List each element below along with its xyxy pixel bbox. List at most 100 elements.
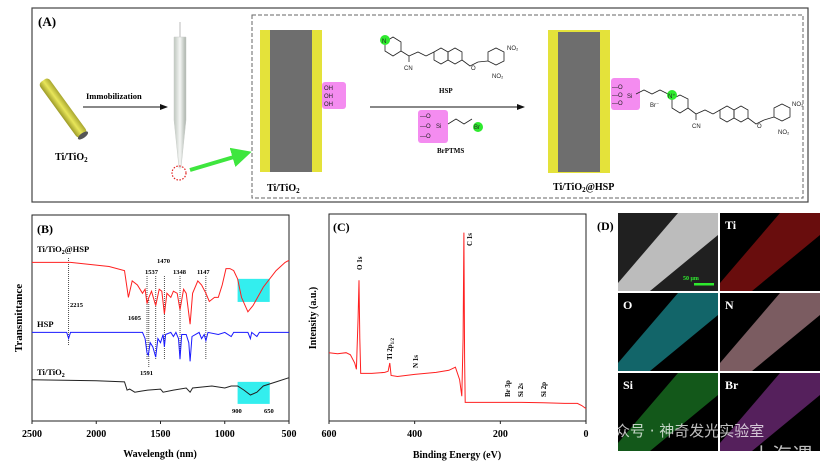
product-silane-box bbox=[611, 78, 640, 110]
product-label: Ti/TiO2@HSP bbox=[553, 182, 614, 194]
svg-text:Br⁻: Br⁻ bbox=[650, 103, 659, 109]
series-line-1 bbox=[32, 331, 289, 362]
x-tick-label: 2500 bbox=[22, 429, 42, 440]
series-label-ti-tio2: Ti/TiO2 bbox=[37, 367, 65, 379]
pyridinium-highlight bbox=[667, 90, 677, 100]
eds-map-Si: Si bbox=[618, 373, 718, 451]
hsp-label: HSP bbox=[439, 87, 453, 95]
svg-text:OH: OH bbox=[324, 94, 333, 100]
svg-text:1605: 1605 bbox=[128, 315, 142, 322]
intermediate-label: Ti/TiO2 bbox=[267, 183, 300, 195]
atom-cn: CN bbox=[404, 66, 413, 72]
scale-bar-label: 50 μm bbox=[683, 276, 699, 282]
y-axis-title: Transmittance bbox=[13, 284, 25, 352]
watermark-line2: 上海谓 bbox=[752, 443, 812, 464]
eds-map-Br: Br bbox=[720, 373, 820, 451]
series-label-ti-tio2-hsp: Ti/TiO2@HSP bbox=[37, 244, 89, 256]
silane-box bbox=[418, 110, 448, 143]
series-label-hsp: HSP bbox=[37, 319, 54, 329]
x-tick-label: 400 bbox=[407, 429, 422, 440]
svg-text:N⁺: N⁺ bbox=[668, 93, 676, 100]
panel-a-frame bbox=[31, 7, 809, 203]
svg-text:1348: 1348 bbox=[173, 269, 187, 276]
svg-text:O: O bbox=[757, 124, 762, 130]
x-tick-label: 2000 bbox=[86, 429, 106, 440]
panel-d-label: (D) bbox=[597, 219, 614, 233]
eds-map-O: O bbox=[618, 293, 718, 371]
panel-b-ftir: (B) 2500 2000 1500 1000 500 Ti/TiO2@HSP HSP … bbox=[13, 214, 297, 460]
ti-tio2-hsp-fiber bbox=[548, 30, 610, 173]
atom-no2-top: NO₂ bbox=[507, 46, 519, 52]
series-line-0 bbox=[328, 232, 587, 410]
svg-text:—O: —O bbox=[612, 85, 623, 91]
x-tick-label: 500 bbox=[282, 429, 297, 440]
tip-highlight-circle bbox=[171, 165, 187, 181]
svg-text:C 1s: C 1s bbox=[466, 233, 474, 246]
brptms-structure bbox=[447, 118, 473, 125]
svg-text:Si: Si bbox=[627, 94, 632, 100]
panel-c-xps: (C) 600 400 200 0 O 1s C 1s Ti 2p1/2 N 1s B… bbox=[308, 213, 589, 461]
panel-c-label: (C) bbox=[333, 220, 350, 234]
x-tick-label: 0 bbox=[584, 429, 589, 440]
substrate-label: Ti/TiO2 bbox=[55, 152, 88, 164]
panel-a-label: (A) bbox=[38, 14, 56, 29]
svg-text:1537: 1537 bbox=[145, 269, 159, 276]
eds-map-label: Ti bbox=[725, 218, 737, 232]
atom-br: Br bbox=[474, 125, 480, 131]
svg-text:900: 900 bbox=[232, 408, 242, 415]
svg-text:2215: 2215 bbox=[70, 302, 84, 309]
svg-text:1591: 1591 bbox=[140, 370, 153, 377]
atom-si: Si bbox=[436, 124, 441, 130]
eds-map-sem bbox=[618, 213, 718, 291]
eds-map-label: N bbox=[725, 298, 734, 312]
svg-text:—O: —O bbox=[420, 114, 431, 120]
series-line-0 bbox=[32, 259, 290, 325]
scale-bar bbox=[694, 283, 714, 286]
svg-text:Ti 2p1/2: Ti 2p1/2 bbox=[386, 337, 396, 360]
highlight-region bbox=[237, 278, 270, 302]
atom-no2-bottom: NO₂ bbox=[492, 74, 504, 80]
svg-text:—O: —O bbox=[612, 93, 623, 99]
atom-n: N bbox=[382, 39, 386, 45]
brptms-label: BrPTMS bbox=[437, 147, 464, 155]
x-axis-title: Wavelength (nm) bbox=[123, 449, 197, 460]
panel-d-eds-maps: (D) Ti O N Si Br 50 μm bbox=[597, 213, 820, 451]
svg-text:Si 2p: Si 2p bbox=[540, 382, 548, 397]
xps-peak-labels: O 1s C 1s Ti 2p1/2 N 1s Br 3p Si 2s Si 2… bbox=[356, 233, 548, 397]
hydroxyl-box bbox=[322, 82, 346, 109]
svg-text:—O: —O bbox=[612, 101, 623, 107]
x-tick-label: 200 bbox=[493, 429, 508, 440]
svg-text:OH: OH bbox=[324, 86, 333, 92]
x-tick-label: 1000 bbox=[215, 429, 235, 440]
zoom-pointer-arrow bbox=[189, 147, 252, 172]
x-axis-title: Binding Energy (eV) bbox=[413, 450, 501, 461]
svg-text:Br 3p: Br 3p bbox=[504, 380, 512, 397]
svg-text:OH: OH bbox=[324, 102, 333, 108]
svg-text:650: 650 bbox=[264, 408, 274, 415]
panel-c-axes bbox=[328, 213, 587, 422]
eds-map-N: N bbox=[720, 293, 820, 371]
reaction-scheme-box bbox=[251, 14, 804, 199]
eds-map-Ti: Ti bbox=[720, 213, 820, 291]
needle-electrode bbox=[173, 22, 187, 169]
immobilization-label: Immobilization bbox=[86, 91, 142, 101]
series-line-2 bbox=[31, 377, 290, 396]
panel-a: (A) Ti/TiO2 Immobilization OH OH OH Ti/T… bbox=[31, 7, 809, 203]
peak-labels: 2215 1605 1591 1537 1470 1348 1147 900 6… bbox=[70, 258, 274, 415]
svg-text:—O: —O bbox=[420, 124, 431, 130]
svg-text:Si 2s: Si 2s bbox=[517, 383, 525, 397]
eds-map-label: Si bbox=[623, 378, 634, 392]
panel-b-label: (B) bbox=[37, 222, 53, 236]
watermark: 公众号 · 神奇发光实验室 上海谓 bbox=[600, 422, 812, 464]
svg-text:—O: —O bbox=[420, 134, 431, 140]
x-tick-label: 1500 bbox=[151, 429, 171, 440]
svg-text:CN: CN bbox=[692, 124, 701, 130]
atom-o: O bbox=[471, 66, 476, 72]
svg-text:NO₂: NO₂ bbox=[792, 102, 804, 108]
pyridine-n-highlight bbox=[380, 35, 390, 45]
bromine-highlight bbox=[473, 122, 483, 132]
watermark-line1: 公众号 · 神奇发光实验室 bbox=[600, 422, 764, 440]
svg-text:1147: 1147 bbox=[197, 269, 210, 276]
hydroxyl-groups: OH OH OH bbox=[324, 86, 333, 108]
